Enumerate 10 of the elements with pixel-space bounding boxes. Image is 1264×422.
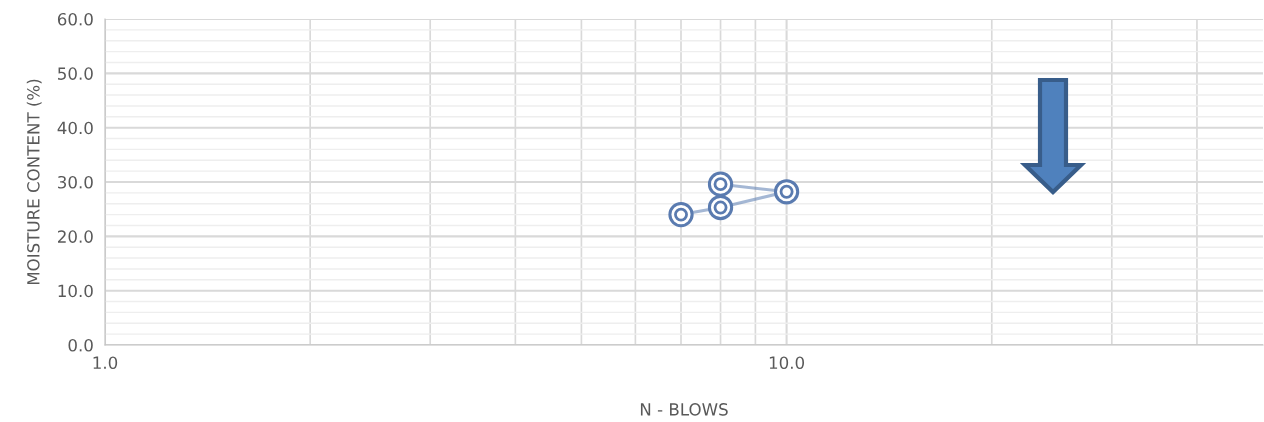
x-axis-title: N - BLOWS — [640, 403, 728, 416]
y-tick-label: 40.0 — [57, 121, 93, 135]
y-tick-label: 50.0 — [58, 67, 93, 80]
y-tick-label: 60.0 — [57, 12, 93, 26]
x-tick-label: 1.0 — [93, 356, 118, 370]
y-axis-title: MOISTURE CONTENT (%) — [26, 79, 42, 285]
y-tick-label: 0.0 — [68, 338, 93, 352]
y-tick-label: 10.0 — [58, 284, 93, 298]
y-tick-label: 30.0 — [58, 175, 93, 189]
y-tick-label: 20.0 — [58, 230, 93, 243]
